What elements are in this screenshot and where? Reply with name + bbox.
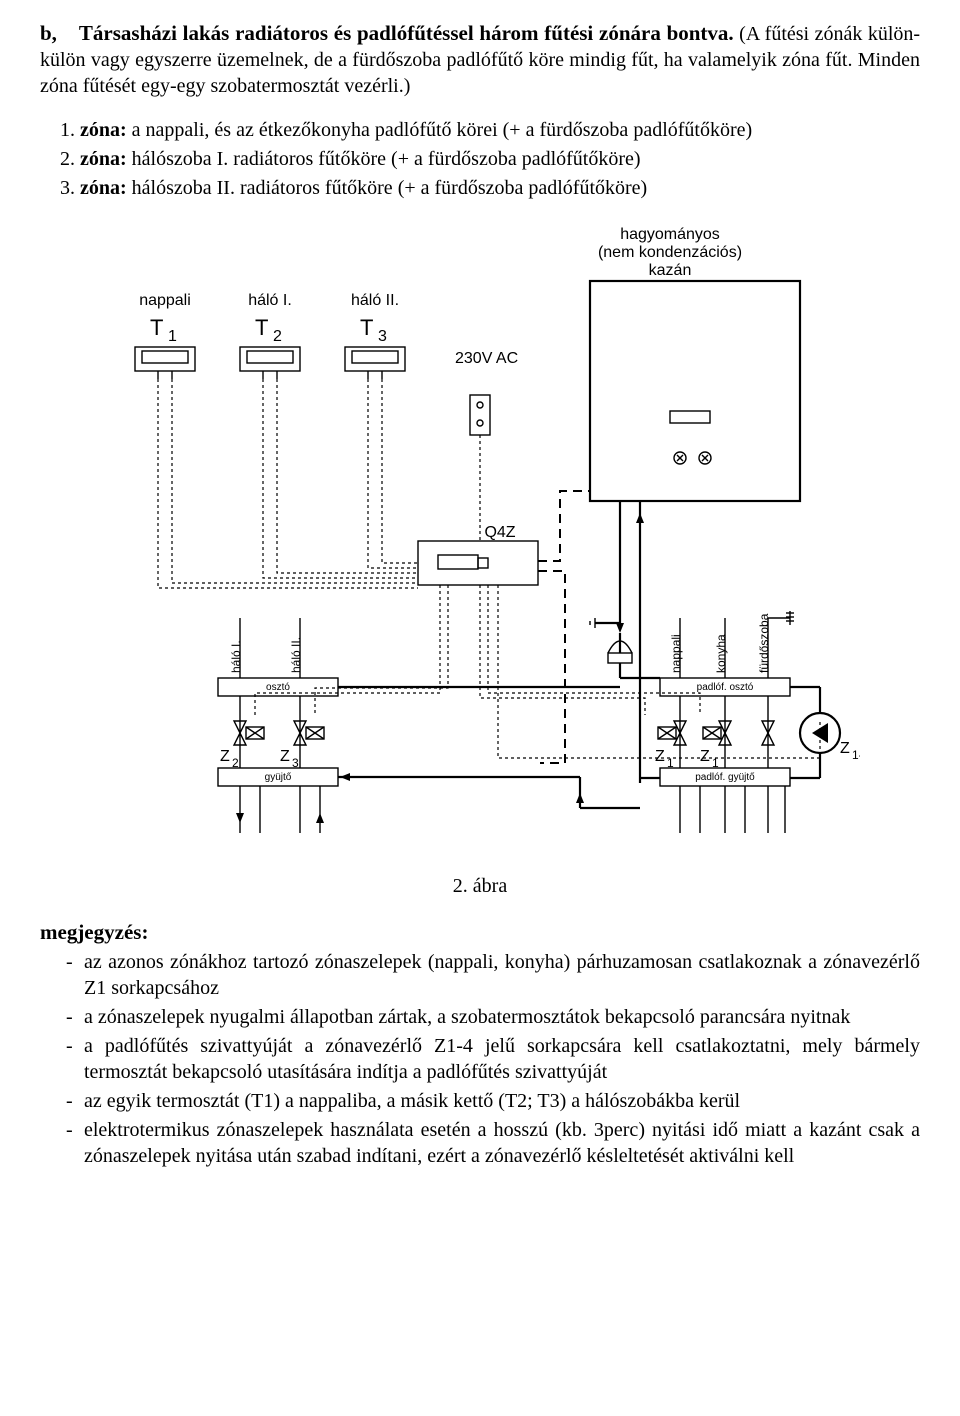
zone-prefix: zóna: (80, 148, 127, 170)
boiler-label-3: kazán (649, 262, 692, 279)
svg-text:háló I.: háló I. (248, 292, 292, 309)
zone-prefix: zóna: (80, 177, 127, 199)
heading-label: b, (40, 21, 57, 45)
svg-text:Z: Z (840, 740, 850, 757)
thermostat-group: háló II. T 3 (345, 292, 405, 379)
boiler-display (670, 411, 710, 423)
note-item: az egyik termosztát (T1) a nappaliba, a … (66, 1088, 920, 1114)
svg-text:1: 1 (168, 328, 177, 345)
boiler-label-1: hagyományos (620, 226, 720, 243)
svg-text:T: T (360, 315, 373, 340)
zone-text: hálószoba II. radiátoros fűtőköre (+ a f… (127, 177, 648, 199)
zone-prefix: zóna: (80, 119, 127, 141)
zone-text: hálószoba I. radiátoros fűtőköre (+ a fü… (127, 148, 641, 170)
svg-text:háló II.: háló II. (351, 292, 399, 309)
thermostat-group: nappali T 1 (135, 292, 195, 379)
svg-text:nappali: nappali (669, 635, 683, 674)
schematic-figure: .s { stroke:#000; fill:none; stroke-widt… (100, 223, 860, 863)
boiler-label-2: (nem kondenzációs) (598, 244, 742, 261)
svg-text:háló II.: háló II. (289, 637, 303, 673)
note-item: elektrotermikus zónaszelepek használata … (66, 1117, 920, 1169)
zone-text: a nappali, és az étkezőkonyha padlófűtő … (127, 119, 753, 141)
notes-title: megjegyzés: (40, 920, 148, 944)
zone-list: zóna: a nappali, és az étkezőkonyha padl… (40, 117, 920, 201)
zone-item: zóna: hálószoba II. radiátoros fűtőköre … (80, 175, 920, 201)
svg-text:T: T (150, 315, 163, 340)
zone-item: zóna: hálószoba I. radiátoros fűtőköre (… (80, 146, 920, 172)
svg-text:3: 3 (292, 756, 299, 770)
svg-text:háló I.: háló I. (229, 641, 243, 674)
heading-title: Társasházi lakás radiátoros és padlófűté… (79, 21, 734, 45)
figure-caption: 2. ábra (40, 873, 920, 899)
svg-text:1: 1 (667, 756, 674, 770)
note-item: a zónaszelepek nyugalmi állapotban zárta… (66, 1004, 920, 1030)
svg-text:Z: Z (220, 748, 230, 765)
note-item: az azonos zónákhoz tartozó zónaszelepek … (66, 949, 920, 1001)
svg-text:Z: Z (700, 748, 710, 765)
q4z-label: Q4Z (484, 524, 515, 541)
schematic-svg: .s { stroke:#000; fill:none; stroke-widt… (100, 223, 860, 863)
svg-text:2: 2 (232, 756, 239, 770)
svg-text:gyüjtő: gyüjtő (265, 772, 292, 783)
svg-text:Z: Z (280, 748, 290, 765)
svg-text:konyha: konyha (714, 634, 728, 673)
svg-text:fürdőszoba: fürdőszoba (757, 614, 771, 674)
notes-list: az azonos zónákhoz tartozó zónaszelepek … (40, 949, 920, 1169)
notes-block: megjegyzés: az azonos zónákhoz tartozó z… (40, 919, 920, 1168)
svg-text:padlóf. osztó: padlóf. osztó (697, 682, 754, 693)
svg-text:padlóf. gyüjtő: padlóf. gyüjtő (695, 772, 755, 783)
heading-block: b, Társasházi lakás radiátoros és padlóf… (40, 20, 920, 99)
svg-text:3: 3 (378, 328, 387, 345)
ac-label: 230V AC (455, 350, 518, 367)
zone-valve (762, 696, 774, 768)
zone-item: zóna: a nappali, és az étkezőkonyha padl… (80, 117, 920, 143)
svg-text:1-4: 1-4 (852, 748, 860, 762)
svg-text:nappali: nappali (139, 292, 191, 309)
thermostat-group: háló I. T 2 (240, 292, 300, 379)
svg-text:osztó: osztó (266, 682, 290, 693)
svg-text:T: T (255, 315, 268, 340)
svg-text:2: 2 (273, 328, 282, 345)
ac-socket-icon (470, 395, 490, 435)
svg-text:Z: Z (655, 748, 665, 765)
boiler-box (590, 281, 800, 501)
note-item: a padlófűtés szivattyúját a zónavezérlő … (66, 1033, 920, 1085)
svg-text:1: 1 (712, 756, 719, 770)
